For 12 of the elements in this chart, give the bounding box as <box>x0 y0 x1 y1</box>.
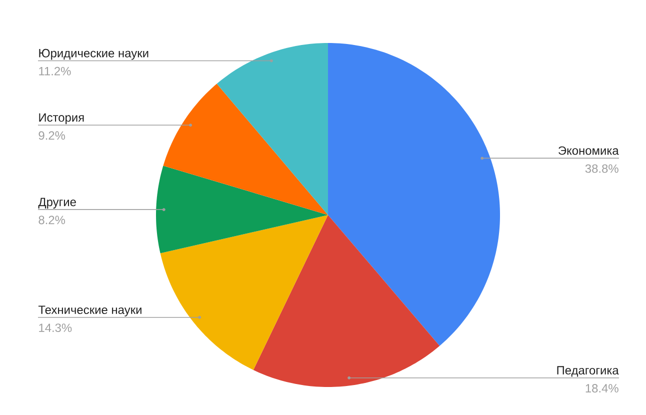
slice-label: Другие <box>38 198 76 209</box>
data-label: 18.4% <box>586 384 618 393</box>
data-label: 38.8% <box>585 164 618 173</box>
data-label: 14.3% <box>39 324 72 332</box>
slice-label: Экономика <box>558 146 619 155</box>
data-label: 9.2% <box>38 131 66 140</box>
slice-label: Технические науки <box>38 306 142 316</box>
slice-label: Педагогика <box>557 366 619 377</box>
data-label: 11.2% <box>39 66 71 76</box>
slice-label: Юридические науки <box>39 48 148 60</box>
data-label: 8.2% <box>38 216 66 224</box>
slice-label: История <box>39 113 84 124</box>
